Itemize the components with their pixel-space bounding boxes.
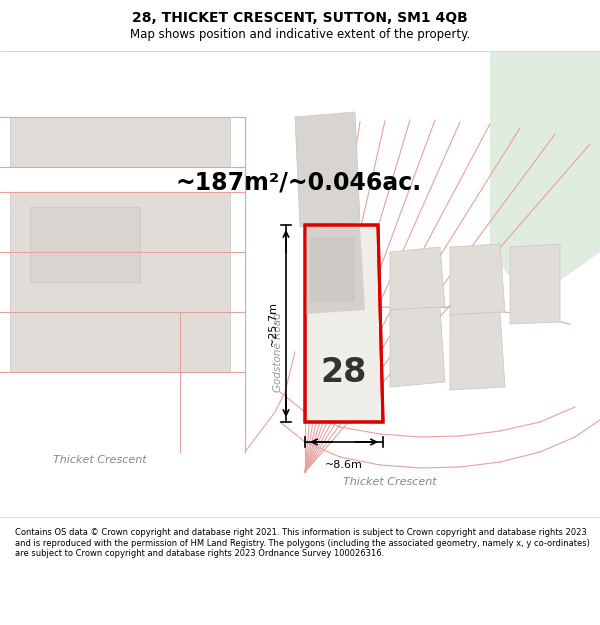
Text: Godstone Road: Godstone Road xyxy=(273,312,283,392)
Polygon shape xyxy=(510,244,560,324)
Text: Thicket Crescent: Thicket Crescent xyxy=(343,477,437,487)
Polygon shape xyxy=(305,225,383,422)
Polygon shape xyxy=(450,312,505,390)
Text: ~8.6m: ~8.6m xyxy=(325,460,363,470)
Text: ~25.7m: ~25.7m xyxy=(268,301,278,346)
Polygon shape xyxy=(310,237,355,302)
Polygon shape xyxy=(490,52,600,302)
Polygon shape xyxy=(450,244,505,315)
Text: Map shows position and indicative extent of the property.: Map shows position and indicative extent… xyxy=(130,28,470,41)
Text: Thicket Crescent: Thicket Crescent xyxy=(53,455,147,465)
Polygon shape xyxy=(295,112,360,227)
Text: 28, THICKET CRESCENT, SUTTON, SM1 4QB: 28, THICKET CRESCENT, SUTTON, SM1 4QB xyxy=(132,11,468,26)
Text: Contains OS data © Crown copyright and database right 2021. This information is : Contains OS data © Crown copyright and d… xyxy=(15,528,590,558)
Polygon shape xyxy=(390,247,445,310)
Text: 28: 28 xyxy=(321,356,367,389)
Text: ~187m²/~0.046ac.: ~187m²/~0.046ac. xyxy=(175,170,421,194)
Polygon shape xyxy=(390,307,445,387)
Polygon shape xyxy=(305,227,365,314)
Polygon shape xyxy=(30,207,140,282)
Polygon shape xyxy=(10,192,230,372)
Polygon shape xyxy=(10,117,230,167)
